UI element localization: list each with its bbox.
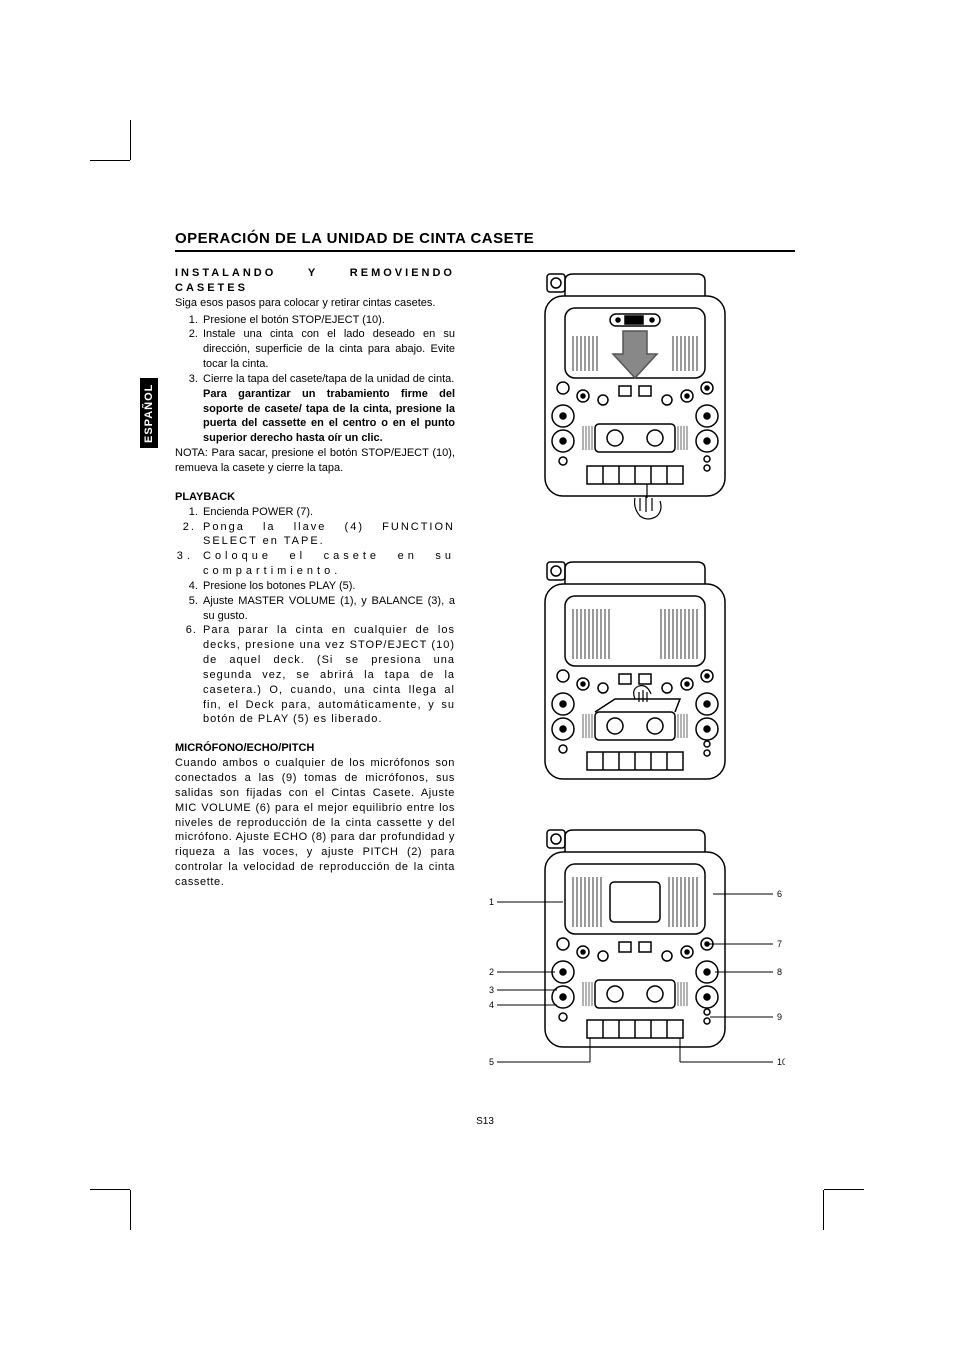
page-title: OPERACIÓN DE LA UNIDAD DE CINTA CASETE bbox=[175, 230, 795, 252]
list-item: Coloque el casete en su compartimiento. bbox=[201, 549, 455, 579]
page-number: S13 bbox=[175, 1116, 795, 1127]
section1-bold-note: Para garantizar un trabamiento firme del… bbox=[203, 387, 455, 446]
list-item: Para parar la cinta en cualquier de los … bbox=[201, 623, 455, 727]
section1-steps: Presione el botón STOP/EJECT (10). Insta… bbox=[175, 313, 455, 447]
list-item: Presione el botón STOP/EJECT (10). bbox=[201, 313, 455, 328]
text-column: INSTALANDO Y REMOVIENDO CASETES Siga eso… bbox=[175, 266, 455, 1082]
list-item: Ajuste MASTER VOLUME (1), y BALANCE (3),… bbox=[201, 594, 455, 624]
device-diagram-close bbox=[515, 554, 755, 794]
diagram-column: 1 2 3 4 5 6 7 8 9 10 bbox=[475, 266, 795, 1082]
language-tab: ESPAÑOL bbox=[140, 378, 158, 448]
callout-10: 10 bbox=[777, 1057, 785, 1067]
section2-heading: PLAYBACK bbox=[175, 490, 455, 505]
list-item: Ponga la llave (4) FUNCTION SELECT en TA… bbox=[201, 520, 455, 550]
section1-heading: INSTALANDO Y REMOVIENDO CASETES bbox=[175, 266, 455, 296]
callout-2: 2 bbox=[489, 967, 494, 977]
callout-9: 9 bbox=[777, 1012, 782, 1022]
list-item: Presione los botones PLAY (5). bbox=[201, 579, 455, 594]
section1-note: NOTA: Para sacar, presione el botón STOP… bbox=[175, 446, 455, 476]
section1-intro: Siga esos pasos para colocar y retirar c… bbox=[175, 296, 455, 311]
callout-1: 1 bbox=[489, 897, 494, 907]
device-diagram-callouts: 1 2 3 4 5 6 7 8 9 10 bbox=[485, 822, 785, 1082]
section3-body: Cuando ambos o cualquier de los micrófon… bbox=[175, 756, 455, 890]
list-item: Encienda POWER (7). bbox=[201, 505, 455, 520]
device-diagram-insert bbox=[515, 266, 755, 526]
page-content: ESPAÑOL OPERACIÓN DE LA UNIDAD DE CINTA … bbox=[175, 230, 795, 1082]
callout-8: 8 bbox=[777, 967, 782, 977]
callout-4: 4 bbox=[489, 1000, 494, 1010]
callout-6: 6 bbox=[777, 889, 782, 899]
callout-7: 7 bbox=[777, 939, 782, 949]
list-item: Cierre la tapa del casete/tapa de la uni… bbox=[201, 372, 455, 446]
list-item: Instale una cinta con el lado deseado en… bbox=[201, 327, 455, 372]
section3-heading: MICRÓFONO/ECHO/PITCH bbox=[175, 741, 455, 756]
callout-5: 5 bbox=[489, 1057, 494, 1067]
callout-3: 3 bbox=[489, 985, 494, 995]
section2-steps: Encienda POWER (7). Ponga la llave (4) F… bbox=[175, 505, 455, 728]
